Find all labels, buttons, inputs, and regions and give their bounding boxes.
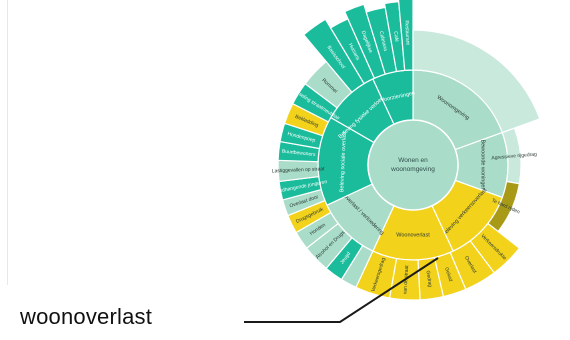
center-label-line2: woonomgeving — [390, 166, 435, 173]
segment-label-cafe: Café — [392, 31, 399, 42]
segment-label-cafetaria: Cafetaria — [378, 31, 389, 52]
callout-line — [244, 257, 439, 323]
segment-label-woonoverlast-level-1: Woonoverlast — [396, 232, 430, 238]
callout-connector — [244, 257, 439, 323]
segment-label-restaurant: Restaurant — [403, 20, 410, 45]
left-divider — [7, 0, 8, 285]
center-circle — [367, 119, 459, 211]
callout-label: woonoverlast — [20, 304, 153, 329]
segment-label-agressieve-rijgedrag: Agressieve rijgedrag — [491, 151, 537, 161]
segment-label-beleving-sociale-overlast: Beleving sociale overlast — [339, 131, 348, 192]
segment-label-gedrag: Gedrag — [425, 270, 433, 288]
segment-label-geluid: Geluid — [443, 267, 453, 283]
segment-label-lastiggevallen: Lastiggevallen op straat — [272, 166, 326, 174]
segment-label-bewoonde-woningen: Bewoonde woningen — [480, 139, 486, 190]
center-disc: Wonen en woonomgeving — [367, 119, 459, 211]
segment-woon-outer — [412, 29, 541, 134]
segment-label-buurtbewoners: Buurtbewoners — [282, 149, 317, 159]
center-label-line1: Wonen en — [398, 157, 428, 164]
